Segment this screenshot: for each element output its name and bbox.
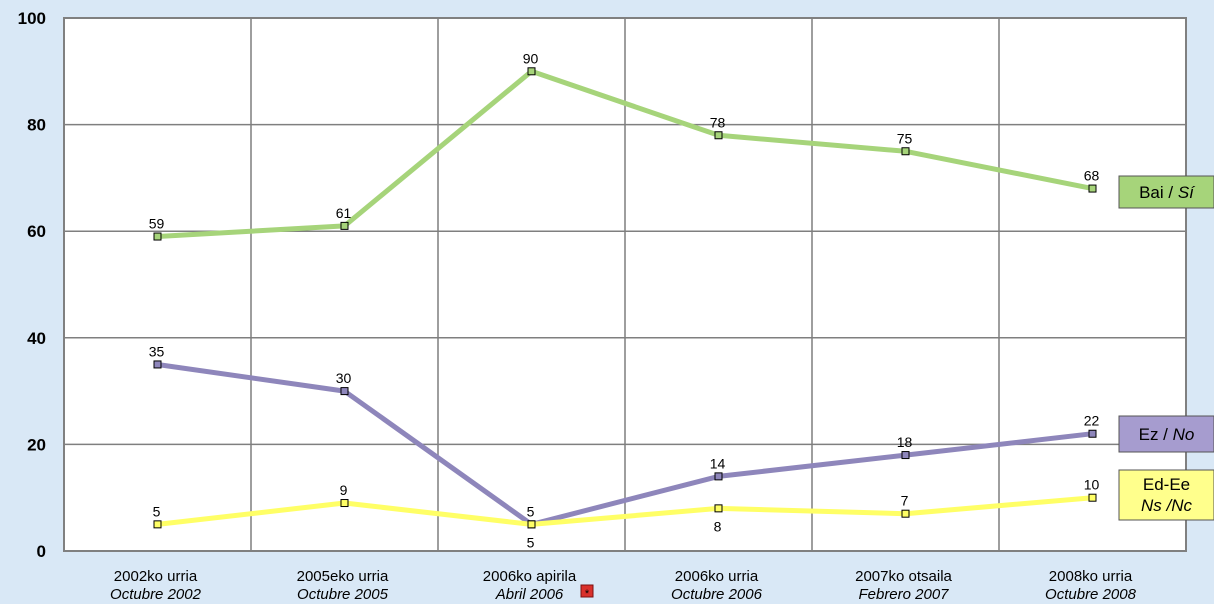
data-point <box>714 504 723 513</box>
plot-border <box>63 17 1187 552</box>
data-label: 78 <box>710 114 726 130</box>
data-point <box>901 451 910 460</box>
data-label: 61 <box>336 205 352 221</box>
data-point <box>714 472 723 481</box>
y-tick-label: 40 <box>27 329 46 348</box>
x-tick-label: 2006ko urria <box>675 568 759 585</box>
data-label: 18 <box>897 434 913 450</box>
data-label: 35 <box>149 343 165 359</box>
x-tick-sublabel: Octubre 2008 <box>1045 586 1137 603</box>
legend-label: Bai / Sí <box>1139 183 1196 202</box>
legend: Bai / Sí Ez / No Ed-Ee Ns /Nc <box>1118 175 1214 521</box>
y-tick-label: 100 <box>18 9 46 28</box>
x-tick-sublabel: Octubre 2005 <box>297 586 389 603</box>
legend-box-1 <box>1118 415 1214 453</box>
data-point <box>1088 429 1097 438</box>
data-label: 22 <box>1084 413 1100 429</box>
data-point <box>1088 184 1097 193</box>
x-tick-label: 2007ko otsaila <box>855 568 952 585</box>
data-points <box>153 67 1097 529</box>
series-line-2 <box>155 495 1095 527</box>
data-label: 59 <box>149 216 165 232</box>
series-lines <box>155 68 1095 527</box>
data-point <box>527 67 536 76</box>
y-tick-label: 80 <box>27 116 46 135</box>
y-axis: 0 20 40 60 80 100 <box>18 9 46 561</box>
legend-label: Ez / No <box>1139 425 1195 444</box>
y-tick-label: 60 <box>27 222 46 241</box>
x-tick-sublabel: Octubre 2002 <box>110 586 202 603</box>
series-line-0 <box>155 68 1095 239</box>
x-tick-label: 2005eko urria <box>297 568 389 585</box>
x-tick-label: 2002ko urria <box>114 568 198 585</box>
legend-label-italic: Ns /Nc <box>1141 496 1193 515</box>
legend-box-0 <box>1118 175 1214 209</box>
legend-label-italic: No <box>1173 425 1195 444</box>
data-point <box>153 360 162 369</box>
legend-label-italic: Sí <box>1178 183 1196 202</box>
data-point <box>340 499 349 508</box>
legend-label-main: Bai / <box>1139 183 1178 202</box>
data-label: 5 <box>527 503 535 519</box>
x-tick-label: 2008ko urria <box>1049 568 1133 585</box>
data-label: 5 <box>153 503 161 519</box>
data-label: 9 <box>340 482 348 498</box>
data-label: 68 <box>1084 168 1100 184</box>
data-point <box>527 520 536 529</box>
data-point <box>901 147 910 156</box>
y-tick-label: 0 <box>37 542 46 561</box>
data-point <box>153 520 162 529</box>
data-label: 14 <box>710 455 726 471</box>
data-point <box>340 387 349 396</box>
data-point <box>901 509 910 518</box>
footnote-marker: * <box>585 588 590 600</box>
x-tick-sublabel: Abril 2006 <box>495 586 564 603</box>
data-point <box>1088 493 1097 502</box>
data-point <box>714 131 723 140</box>
series-line-1 <box>155 362 1095 527</box>
data-label: 7 <box>901 493 909 509</box>
data-label: 10 <box>1084 477 1100 493</box>
legend-box-2 <box>1118 469 1214 521</box>
x-tick-label: 2006ko apirila <box>483 568 577 585</box>
data-label: 8 <box>714 518 722 534</box>
x-tick-sublabel: Febrero 2007 <box>858 586 949 603</box>
legend-label-main: Ed-Ee <box>1143 475 1190 494</box>
data-label: 5 <box>527 534 535 550</box>
data-point <box>340 221 349 230</box>
x-tick-sublabel: Octubre 2006 <box>671 586 763 603</box>
data-label: 90 <box>523 50 539 66</box>
data-point <box>153 232 162 241</box>
data-label: 30 <box>336 370 352 386</box>
data-label: 75 <box>897 130 913 146</box>
legend-label-main: Ez / <box>1139 425 1173 444</box>
y-tick-label: 20 <box>27 435 46 454</box>
footnote-marker-box <box>580 584 594 598</box>
